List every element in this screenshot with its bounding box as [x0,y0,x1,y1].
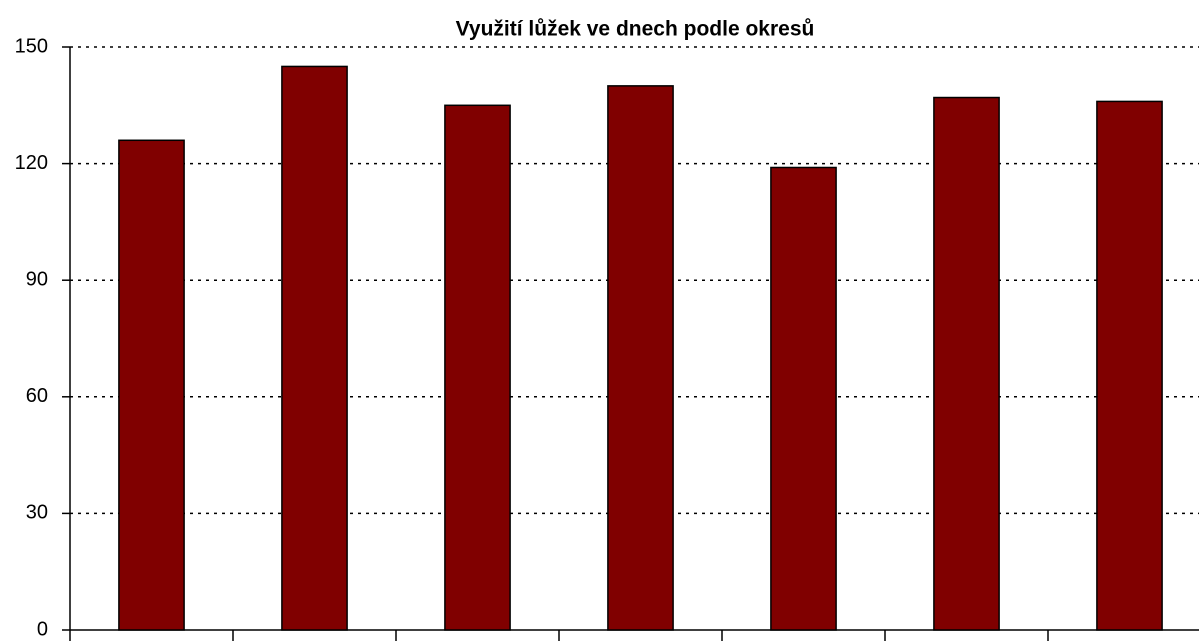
chart-title: Využití lůžek ve dnech podle okresů [456,18,815,41]
bar [770,166,837,631]
y-tick-label: 120 [15,152,48,174]
y-tick-label: 150 [15,35,48,57]
y-tick-label: 60 [26,385,48,407]
y-tick-label: 90 [26,268,48,290]
bar [607,85,674,631]
bar [444,104,511,631]
bar [1096,100,1163,631]
y-tick-label: 30 [26,502,48,524]
bar [118,139,185,631]
bar [281,65,348,631]
y-tick-label: 0 [37,618,48,640]
bar [933,96,1000,631]
